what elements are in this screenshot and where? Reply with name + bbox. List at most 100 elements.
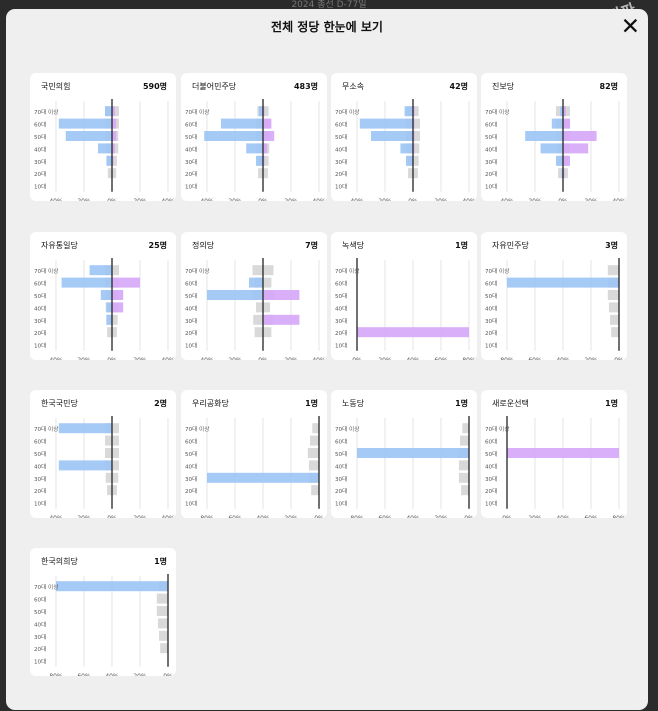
x-tick-label: 0% (107, 515, 117, 518)
x-tick-label: 20% (284, 357, 298, 360)
age-label: 40대 (335, 462, 347, 470)
x-tick-label: 0% (107, 357, 117, 360)
x-tick-label: 60% (528, 357, 542, 360)
female-bar (263, 314, 300, 325)
party-card[interactable]: 자유민주당 3명 70대 이상 60대 50대 40대 30대 20대 10대 80% 60% 40%… (481, 232, 627, 360)
male-bar (106, 155, 112, 166)
age-label: 70대 이상 (185, 267, 209, 275)
age-pyramid-chart: 70대 이상 60대 50대 40대 30대 20대 10대 0% 20% 40% 60% 80% (485, 416, 626, 518)
female-bar (112, 106, 115, 117)
party-card[interactable]: 정의당 7명 70대 이상 60대 50대 40대 30대 20대 10대 40% 20% 0% 20%… (181, 232, 327, 360)
party-card[interactable]: 진보당 82명 70대 이상 60대 50대 40대 30대 20대 10대 40% 20% 0% 20… (481, 73, 627, 201)
age-label: 50대 (185, 292, 197, 300)
x-tick-label: 40% (200, 198, 214, 201)
x-tick-label: 20% (133, 198, 147, 201)
x-tick-label: 0% (314, 515, 324, 518)
party-card[interactable]: 새로운선택 1명 70대 이상 60대 50대 40대 30대 20대 10대 0% 20% 40% 6… (481, 390, 627, 518)
age-label: 50대 (335, 292, 347, 300)
age-label: 30대 (34, 158, 46, 166)
x-tick-label: 80% (462, 357, 476, 360)
age-label: 50대 (485, 450, 497, 458)
party-name: 더불어민주당 (192, 82, 237, 91)
female-bar (413, 143, 415, 154)
x-tick-label: 20% (133, 357, 147, 360)
age-label: 20대 (335, 170, 347, 178)
male-bar (249, 277, 263, 288)
age-pyramid-chart: 70대 이상 60대 50대 40대 30대 20대 10대 80% 60% 40% 20% 0% (335, 416, 474, 518)
age-label: 70대 이상 (34, 425, 58, 433)
age-label: 40대 (335, 145, 347, 153)
total-bar (607, 265, 619, 276)
age-label: 70대 이상 (335, 267, 359, 275)
x-tick-label: 0% (558, 198, 568, 201)
age-label: 70대 이상 (485, 425, 509, 433)
total-bar (307, 448, 319, 458)
age-pyramid-chart: 70대 이상 60대 50대 40대 30대 20대 10대 40% 20% 0% 20% 40% (34, 99, 175, 201)
total-bar (607, 290, 619, 300)
female-bar (112, 290, 124, 300)
age-label: 10대 (185, 342, 197, 350)
party-card[interactable]: 한국의희당 1명 70대 이상 60대 50대 40대 30대 20대 10대 80% 60% 40%… (30, 548, 176, 676)
male-bar (258, 106, 263, 117)
age-label: 70대 이상 (34, 108, 58, 116)
male-bar (105, 106, 112, 117)
female-bar (263, 290, 300, 300)
age-label: 50대 (485, 133, 497, 141)
male-bar (560, 106, 563, 117)
age-label: 50대 (34, 292, 46, 300)
party-card[interactable]: 우리공화당 1명 70대 이상 60대 50대 40대 30대 20대 10대 80% 60% 40%… (181, 390, 327, 518)
x-tick-label: 40% (406, 357, 420, 360)
party-card[interactable]: 노동당 1명 70대 이상 60대 50대 40대 30대 20대 10대 80% 60% 40% 20… (331, 390, 477, 518)
male-bar (100, 290, 112, 300)
party-count: 1명 (154, 557, 167, 566)
x-tick-label: 20% (528, 515, 542, 518)
party-count: 1명 (455, 399, 468, 408)
age-label: 20대 (485, 329, 497, 337)
x-tick-label: 0% (163, 673, 173, 676)
age-label: 10대 (335, 500, 347, 508)
party-card[interactable]: 녹색당 1명 70대 이상 60대 50대 40대 30대 20대 10대 0% 20% 40% 60%… (331, 232, 477, 360)
age-label: 70대 이상 (335, 108, 359, 116)
male-bar (58, 460, 112, 471)
male-bar (357, 448, 469, 458)
male-bar (98, 143, 112, 154)
male-bar (56, 581, 168, 592)
age-label: 70대 이상 (485, 108, 509, 116)
age-label: 60대 (34, 596, 46, 604)
total-bar (461, 485, 469, 496)
party-card[interactable]: 더불어민주당 483명 70대 이상 60대 50대 40대 30대 20대 10대 40% 20%… (181, 73, 327, 201)
male-bar (221, 118, 263, 129)
party-card[interactable]: 한국국민당 2명 70대 이상 60대 50대 40대 30대 20대 10대 40% 20% 0% 2… (30, 390, 176, 518)
age-label: 60대 (34, 280, 46, 288)
total-bar (608, 302, 619, 313)
party-name: 국민의힘 (41, 82, 71, 91)
x-tick-label: 40% (161, 515, 175, 518)
party-count: 1명 (605, 399, 618, 408)
female-bar (413, 118, 415, 129)
party-card[interactable]: 국민의힘 590명 70대 이상 60대 50대 40대 30대 20대 10대 40% 20% 0%… (30, 73, 176, 201)
x-tick-label: 60% (378, 515, 392, 518)
age-label: 30대 (335, 158, 347, 166)
age-label: 50대 (185, 450, 197, 458)
age-label: 20대 (34, 329, 46, 337)
age-label: 10대 (34, 183, 46, 191)
x-tick-label: 20% (584, 357, 598, 360)
party-card[interactable]: 자유통일당 25명 70대 이상 60대 50대 40대 30대 20대 10대 40% 20% 0%… (30, 232, 176, 360)
close-icon[interactable]: ✕ (620, 14, 640, 40)
x-tick-label: 40% (49, 357, 63, 360)
age-label: 30대 (335, 475, 347, 483)
age-label: 50대 (34, 608, 46, 616)
x-tick-label: 40% (161, 198, 175, 201)
age-label: 10대 (485, 500, 497, 508)
party-count: 7명 (305, 241, 318, 250)
age-label: 30대 (34, 475, 46, 483)
x-tick-label: 60% (77, 673, 91, 676)
x-tick-label: 0% (464, 515, 474, 518)
female-bar (263, 131, 275, 141)
x-tick-label: 40% (312, 198, 326, 201)
female-bar (263, 155, 265, 166)
party-card[interactable]: 무소속 42명 70대 이상 60대 50대 40대 30대 20대 10대 40% 20% 0% 20… (331, 73, 477, 201)
modal-title: 전체 정당 한눈에 보기 (271, 20, 383, 34)
age-label: 40대 (185, 145, 197, 153)
x-tick-label: 20% (378, 357, 392, 360)
